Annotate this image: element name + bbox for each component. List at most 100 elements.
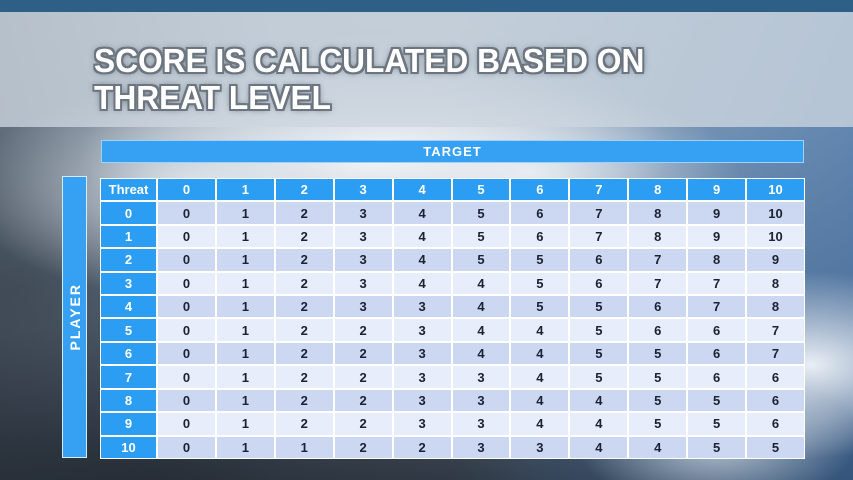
- slide-title: SCORE IS CALCULATED BASED ON THREAT LEVE…: [94, 42, 644, 116]
- target-header-bar: TARGET: [101, 140, 804, 163]
- table-cell: 5: [570, 342, 628, 365]
- table-cell: 7: [570, 225, 628, 248]
- row-label-cell: 8: [101, 389, 156, 412]
- column-header-cell: 1: [216, 179, 274, 201]
- table-cell: 1: [216, 272, 274, 295]
- table-cell: 4: [570, 413, 628, 435]
- row-label-cell: 10: [101, 436, 156, 458]
- table-cell: 5: [629, 413, 687, 435]
- table-cell: 0: [158, 272, 215, 295]
- table-cell: 4: [511, 319, 569, 341]
- column-header-cell: 4: [393, 179, 451, 201]
- table-cell: 10: [747, 202, 804, 224]
- table-cell: 6: [629, 319, 687, 341]
- table-cell: 0: [158, 249, 215, 271]
- table-cell: 0: [158, 342, 215, 365]
- table-cell: 5: [570, 296, 628, 318]
- column-header-cell: 5: [452, 179, 510, 201]
- table-cell: 7: [747, 342, 804, 365]
- row-label-cell: 3: [101, 272, 156, 295]
- table-cell: 5: [511, 296, 569, 318]
- table-cell: 3: [452, 436, 510, 458]
- table-cell: 4: [452, 272, 510, 295]
- table-cell: 3: [511, 436, 569, 458]
- row-label-cell: 5: [101, 319, 156, 341]
- table-cell: 3: [393, 366, 451, 388]
- player-sidebar: PLAYER: [62, 176, 87, 458]
- score-table: Threat 0 1 2 3 4 5 6 7 8 9 10 0 0 1 2 3 4 5 6 7 8 9 10 1 0 1 2 3 4 5 6 7…: [100, 178, 805, 459]
- row-label-cell: 6: [101, 342, 156, 365]
- table-cell: 5: [747, 436, 804, 458]
- table-cell: 7: [747, 319, 804, 341]
- table-cell: 6: [629, 296, 687, 318]
- table-cell: 2: [393, 436, 451, 458]
- table-cell: 4: [570, 389, 628, 412]
- table-cell: 7: [629, 249, 687, 271]
- table-cell: 3: [393, 342, 451, 365]
- table-cell: 8: [629, 202, 687, 224]
- table-cell: 2: [275, 413, 333, 435]
- table-cell: 4: [393, 202, 451, 224]
- table-cell: 4: [511, 413, 569, 435]
- table-cell: 4: [393, 225, 451, 248]
- slide-title-line-2: THREAT LEVEL: [94, 79, 332, 116]
- row-label-cell: 1: [101, 225, 156, 248]
- table-cell: 3: [452, 389, 510, 412]
- table-cell: 2: [334, 319, 392, 341]
- table-cell: 5: [511, 272, 569, 295]
- table-cell: 7: [629, 272, 687, 295]
- table-cell: 2: [334, 342, 392, 365]
- column-header-cell: 2: [275, 179, 333, 201]
- table-cell: 2: [275, 296, 333, 318]
- table-cell: 4: [629, 436, 687, 458]
- table-cell: 2: [275, 366, 333, 388]
- table-cell: 2: [334, 389, 392, 412]
- table-cell: 4: [511, 389, 569, 412]
- title-band: SCORE IS CALCULATED BASED ON THREAT LEVE…: [0, 12, 853, 127]
- table-cell: 5: [570, 366, 628, 388]
- table-cell: 1: [216, 202, 274, 224]
- column-header-cell: 3: [334, 179, 392, 201]
- table-cell: 1: [216, 389, 274, 412]
- row-label-cell: 2: [101, 249, 156, 271]
- table-cell: 8: [747, 296, 804, 318]
- table-cell: 6: [688, 319, 746, 341]
- table-cell: 1: [216, 249, 274, 271]
- table-cell: 0: [158, 296, 215, 318]
- table-cell: 0: [158, 202, 215, 224]
- table-cell: 3: [452, 366, 510, 388]
- table-cell: 4: [393, 272, 451, 295]
- target-label: TARGET: [423, 144, 482, 159]
- table-cell: 5: [629, 366, 687, 388]
- table-cell: 3: [334, 296, 392, 318]
- player-label: PLAYER: [66, 283, 83, 351]
- table-cell: 0: [158, 225, 215, 248]
- table-cell: 3: [334, 202, 392, 224]
- table-cell: 2: [275, 272, 333, 295]
- table-cell: 2: [334, 413, 392, 435]
- table-cell: 4: [511, 342, 569, 365]
- column-header-cell: 6: [511, 179, 569, 201]
- table-cell: 2: [275, 249, 333, 271]
- table-cell: 1: [216, 366, 274, 388]
- table-cell: 5: [629, 389, 687, 412]
- table-cell: 3: [334, 249, 392, 271]
- table-cell: 4: [452, 319, 510, 341]
- table-cell: 0: [158, 389, 215, 412]
- row-label-cell: 0: [101, 202, 156, 224]
- table-cell: 2: [275, 389, 333, 412]
- row-label-cell: 9: [101, 413, 156, 435]
- table-cell: 10: [747, 225, 804, 248]
- table-cell: 1: [216, 225, 274, 248]
- table-cell: 9: [688, 202, 746, 224]
- corner-header-cell: Threat: [101, 179, 156, 201]
- table-cell: 7: [688, 272, 746, 295]
- table-cell: 2: [275, 342, 333, 365]
- table-cell: 6: [747, 389, 804, 412]
- table-cell: 5: [511, 249, 569, 271]
- table-cell: 6: [511, 225, 569, 248]
- column-header-cell: 8: [629, 179, 687, 201]
- table-cell: 2: [334, 436, 392, 458]
- table-cell: 4: [511, 366, 569, 388]
- table-cell: 6: [570, 272, 628, 295]
